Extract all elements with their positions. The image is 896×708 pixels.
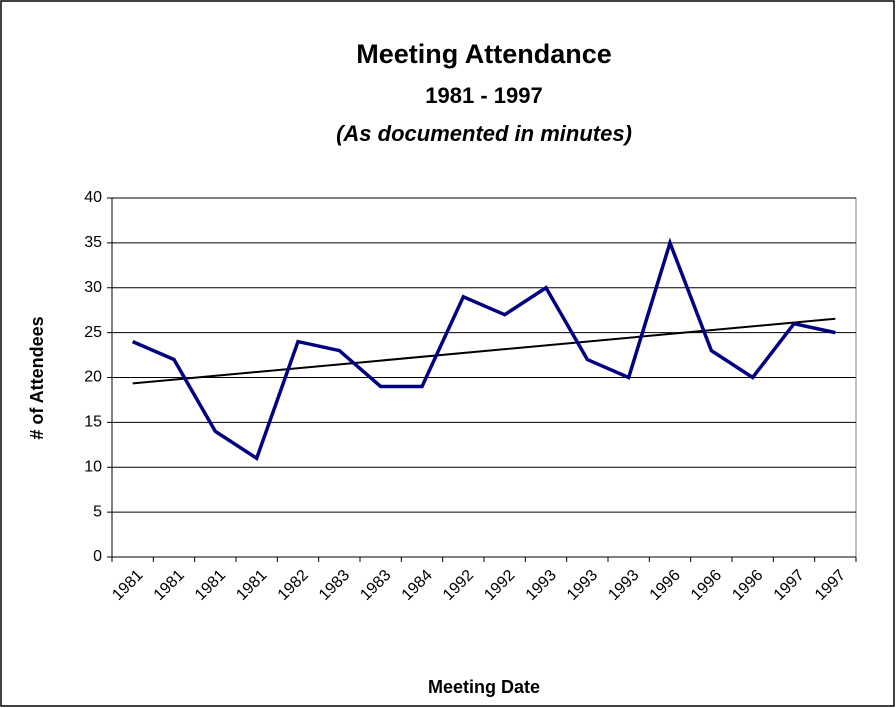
y-axis-label: # of Attendees [27, 316, 47, 439]
x-axis-label: Meeting Date [428, 677, 540, 697]
y-tick-label: 35 [84, 234, 102, 251]
trend-line [132, 317, 836, 385]
y-tick-label: 0 [93, 548, 102, 565]
y-tick-label: 20 [84, 369, 102, 386]
data-line [131, 237, 836, 461]
y-tick-label: 25 [84, 324, 102, 341]
chart-subtitle: 1981 - 1997 [425, 83, 542, 108]
y-tick-label: 5 [93, 503, 102, 520]
chart-title: Meeting Attendance [356, 39, 612, 69]
y-tick-label: 30 [84, 279, 102, 296]
chart-note: (As documented in minutes) [336, 121, 632, 146]
y-tick-label: 10 [84, 458, 102, 475]
y-tick-label: 40 [84, 189, 102, 206]
y-tick-label: 15 [84, 414, 102, 431]
